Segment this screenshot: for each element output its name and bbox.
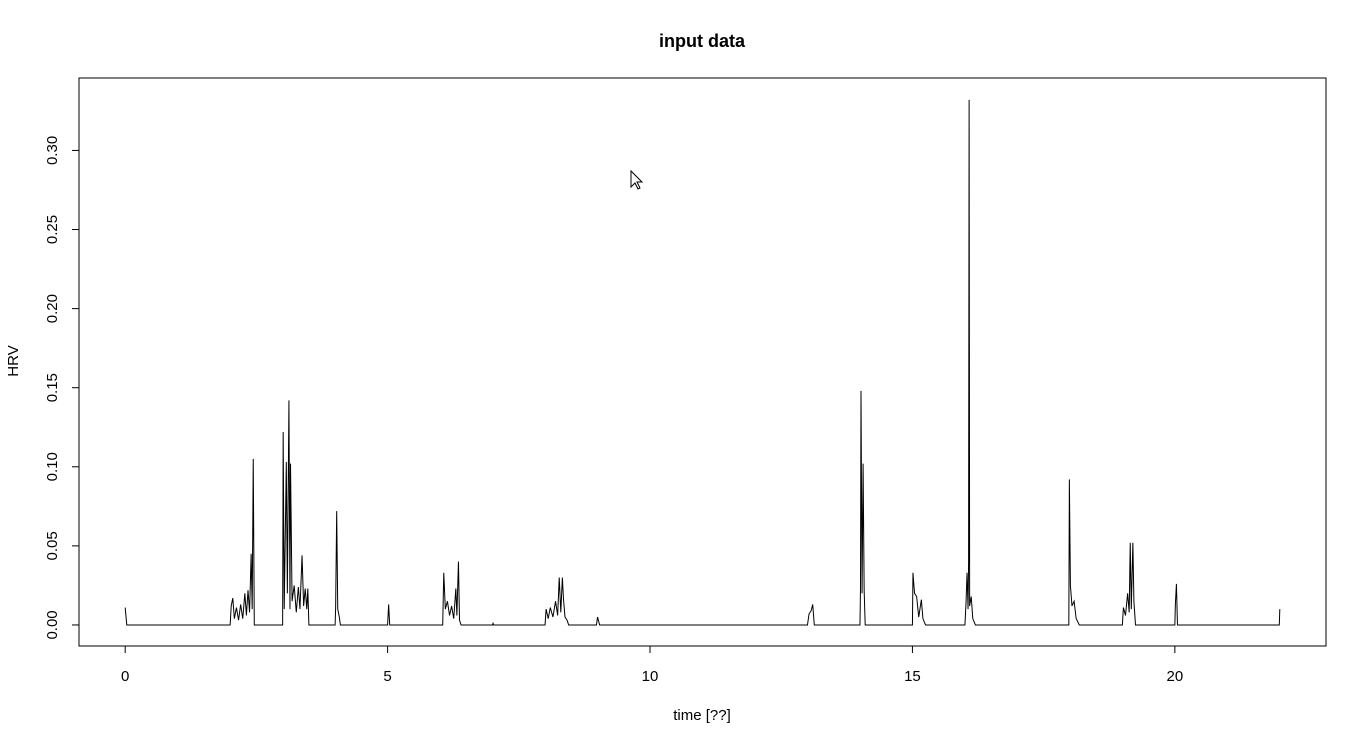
y-tick-label: 0.20 [44,294,61,323]
x-tick-label: 5 [383,668,391,685]
chart-title: input data [659,31,746,51]
plot-box [78,77,1327,647]
data-line [124,99,1281,626]
mouse-cursor [630,169,644,190]
x-tick-label: 0 [121,668,129,685]
x-axis-label: time [??] [673,707,731,724]
y-tick-label: 0.10 [44,452,61,481]
y-tick-label: 0.30 [44,136,61,165]
x-tick-label: 15 [904,668,921,685]
x-tick-label: 20 [1167,668,1184,685]
y-tick-label: 0.05 [44,531,61,560]
y-tick-label: 0.25 [44,215,61,244]
x-tick-label: 10 [642,668,659,685]
y-axis-label: HRV [5,345,22,376]
y-tick-label: 0.00 [44,610,61,639]
y-tick-label: 0.15 [44,373,61,402]
